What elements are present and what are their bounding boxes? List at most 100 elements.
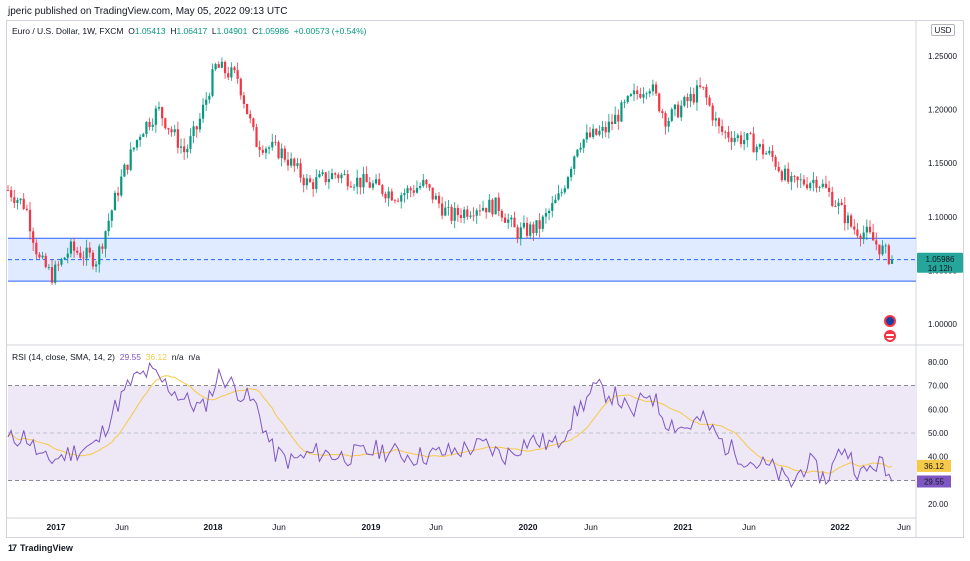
candle-body bbox=[6, 190, 10, 191]
candle bbox=[481, 200, 485, 212]
candle bbox=[252, 117, 255, 131]
candle bbox=[648, 88, 651, 98]
footer-brand[interactable]: 17 TradingView bbox=[8, 543, 73, 553]
candle bbox=[214, 62, 217, 71]
candle-body bbox=[321, 172, 324, 175]
candle-body bbox=[208, 95, 211, 100]
candle-body bbox=[157, 107, 161, 109]
candle bbox=[846, 212, 850, 230]
candle-body bbox=[258, 146, 261, 150]
candle bbox=[752, 126, 755, 153]
candle-body bbox=[176, 129, 179, 148]
candle-body bbox=[104, 231, 107, 249]
candle bbox=[456, 204, 459, 222]
candle-body bbox=[868, 226, 872, 233]
candle-body bbox=[566, 177, 570, 189]
candle-body bbox=[494, 197, 497, 215]
candle bbox=[283, 145, 286, 163]
candle bbox=[721, 119, 724, 136]
candle bbox=[790, 171, 793, 191]
candle bbox=[736, 133, 739, 142]
candle bbox=[815, 176, 818, 193]
candle-body bbox=[88, 247, 91, 253]
candle-body bbox=[840, 202, 843, 206]
candle bbox=[875, 232, 878, 251]
candle bbox=[733, 130, 736, 146]
candle bbox=[431, 187, 434, 204]
candle-body bbox=[280, 148, 283, 159]
candle-body bbox=[419, 186, 422, 188]
candle bbox=[510, 215, 513, 228]
candle bbox=[614, 106, 617, 125]
candle-body bbox=[450, 206, 453, 221]
candle bbox=[780, 169, 783, 183]
candle bbox=[264, 146, 268, 160]
candle bbox=[651, 79, 655, 96]
candle-body bbox=[617, 114, 620, 122]
candle bbox=[129, 142, 132, 172]
candle-body bbox=[610, 121, 614, 124]
candle bbox=[802, 174, 806, 187]
candle-body bbox=[733, 137, 736, 143]
candle-body bbox=[554, 199, 557, 204]
candle bbox=[724, 130, 727, 140]
candle bbox=[535, 220, 538, 236]
candle bbox=[425, 179, 428, 189]
candle bbox=[450, 204, 453, 225]
candle bbox=[547, 208, 551, 220]
candle-body bbox=[739, 135, 743, 145]
candle bbox=[632, 83, 636, 102]
candle-body bbox=[120, 176, 123, 196]
candle bbox=[286, 151, 290, 171]
candle-body bbox=[98, 246, 101, 265]
candle-body bbox=[711, 105, 714, 121]
eu-flag-icon[interactable] bbox=[884, 315, 896, 327]
us-flag-icon[interactable] bbox=[884, 330, 896, 342]
candle bbox=[54, 260, 57, 285]
candle bbox=[290, 152, 293, 168]
candle bbox=[645, 91, 648, 100]
candle bbox=[472, 207, 475, 222]
candle-body bbox=[592, 128, 595, 137]
symbol-title: Euro / U.S. Dollar, 1W, FXCM bbox=[12, 26, 124, 36]
candle bbox=[157, 101, 161, 111]
time-tick-label: Jun bbox=[584, 522, 598, 532]
candle bbox=[349, 181, 353, 189]
candle-body bbox=[598, 130, 601, 135]
candle bbox=[6, 185, 10, 192]
candle-body bbox=[60, 259, 63, 265]
candle bbox=[35, 239, 38, 260]
candle bbox=[28, 201, 32, 240]
candle-body bbox=[44, 255, 47, 268]
candle bbox=[881, 240, 884, 256]
candle bbox=[352, 184, 356, 191]
candle-body bbox=[183, 146, 186, 153]
price-tick-label: 1.25000 bbox=[928, 52, 957, 61]
candle-body bbox=[686, 96, 689, 102]
candle bbox=[793, 175, 796, 183]
candle bbox=[563, 185, 566, 195]
change-value: +0.00573 (+0.54%) bbox=[293, 26, 367, 36]
candle bbox=[145, 121, 148, 138]
candle-body bbox=[35, 242, 38, 255]
candle bbox=[695, 79, 699, 111]
rsi-badge bbox=[917, 475, 951, 488]
candle-body bbox=[227, 73, 230, 78]
candle bbox=[818, 185, 821, 192]
candle-body bbox=[249, 114, 252, 119]
candle-body bbox=[485, 207, 488, 213]
candle bbox=[50, 259, 54, 285]
price-tick-label: 1.15000 bbox=[928, 159, 957, 168]
currency-selector[interactable]: USD bbox=[931, 24, 955, 36]
candle-body bbox=[274, 141, 277, 143]
candle-body bbox=[69, 241, 73, 254]
candle-body bbox=[812, 179, 815, 184]
candle bbox=[727, 125, 730, 143]
candle-body bbox=[324, 172, 327, 183]
candle-body bbox=[551, 203, 554, 211]
candle bbox=[698, 77, 702, 89]
candle bbox=[525, 217, 529, 239]
candle bbox=[598, 125, 601, 137]
candle-body bbox=[818, 186, 821, 188]
